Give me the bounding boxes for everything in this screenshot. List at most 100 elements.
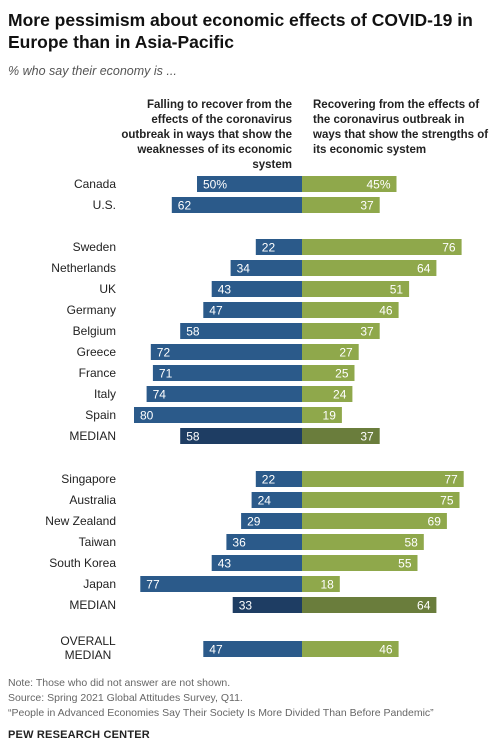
bar-failing-overall-median <box>203 641 302 657</box>
row-label-france: France <box>79 366 117 380</box>
value-failing-italy: 74 <box>153 388 167 402</box>
bar-recovering-germany <box>302 302 399 318</box>
pew-logo-text: PEW RESEARCH CENTER <box>8 729 150 741</box>
bar-failing-uk <box>211 281 302 297</box>
bar-recovering-japan <box>302 576 340 592</box>
value-recovering-new-zealand: 69 <box>428 515 442 529</box>
bar-recovering-u-s <box>302 197 380 213</box>
bar-recovering-singapore <box>302 471 464 487</box>
bar-failing-singapore <box>255 471 302 487</box>
value-failing-median: 58 <box>186 430 200 444</box>
bar-failing-south-korea <box>211 555 302 571</box>
legend-failing: Falling to recover from the effects of t… <box>121 99 292 171</box>
report-title: “People in Advanced Economies Say Their … <box>8 707 434 719</box>
value-failing-south-korea: 43 <box>218 557 232 571</box>
bar-recovering-uk <box>302 281 410 297</box>
value-failing-canada: 50% <box>203 178 227 192</box>
row-label-taiwan: Taiwan <box>79 535 116 549</box>
bar-recovering-netherlands <box>302 260 437 276</box>
value-recovering-median: 64 <box>417 599 431 613</box>
row-label-belgium: Belgium <box>73 324 116 338</box>
chart-title: More pessimism about economic effects of… <box>8 10 473 52</box>
value-recovering-u-s: 37 <box>360 199 374 213</box>
row-label-australia: Australia <box>69 493 116 507</box>
bar-failing-germany <box>203 302 302 318</box>
value-recovering-sweden: 76 <box>442 241 456 255</box>
bar-recovering-spain <box>302 407 342 423</box>
bar-recovering-taiwan <box>302 534 424 550</box>
value-recovering-spain: 19 <box>323 409 337 423</box>
value-recovering-belgium: 37 <box>360 325 374 339</box>
value-recovering-median: 37 <box>360 430 374 444</box>
value-failing-australia: 24 <box>258 494 272 508</box>
value-recovering-australia: 75 <box>440 494 454 508</box>
value-recovering-italy: 24 <box>333 388 347 402</box>
row-label-uk: UK <box>99 282 116 296</box>
row-label-singapore: Singapore <box>61 472 116 486</box>
value-recovering-greece: 27 <box>339 346 353 360</box>
value-failing-netherlands: 34 <box>237 262 251 276</box>
value-recovering-japan: 18 <box>320 578 334 592</box>
value-failing-sweden: 22 <box>262 241 276 255</box>
bar-failing-japan <box>140 576 302 592</box>
bar-recovering-sweden <box>302 239 462 255</box>
row-label-south-korea: South Korea <box>49 556 116 570</box>
value-failing-uk: 43 <box>218 283 232 297</box>
value-failing-overall-median: 47 <box>209 643 223 657</box>
legend-recovering: Recovering from the effects of the coron… <box>313 99 489 156</box>
bar-failing-france <box>152 365 302 381</box>
row-label-germany: Germany <box>67 303 116 317</box>
row-label-median: MEDIAN <box>69 429 116 443</box>
row-label-spain: Spain <box>85 408 116 422</box>
bar-failing-spain <box>134 407 302 423</box>
bar-recovering-italy <box>302 386 353 402</box>
value-recovering-netherlands: 64 <box>417 262 431 276</box>
value-failing-germany: 47 <box>209 304 223 318</box>
row-label-sweden: Sweden <box>73 240 116 254</box>
bar-recovering-france <box>302 365 355 381</box>
bar-failing-median <box>232 597 302 613</box>
value-failing-japan: 77 <box>146 578 160 592</box>
bar-failing-median <box>180 428 302 444</box>
value-recovering-germany: 46 <box>379 304 393 318</box>
row-label-greece: Greece <box>77 345 117 359</box>
bar-failing-new-zealand <box>241 513 302 529</box>
bar-failing-italy <box>146 386 302 402</box>
bar-failing-greece <box>150 344 302 360</box>
bar-recovering-greece <box>302 344 359 360</box>
row-label-new-zealand: New Zealand <box>45 514 116 528</box>
source-text: Source: Spring 2021 Global Attitudes Sur… <box>8 692 243 704</box>
bar-recovering-south-korea <box>302 555 418 571</box>
bar-failing-canada <box>197 176 302 192</box>
row-label-netherlands: Netherlands <box>51 261 116 275</box>
value-failing-france: 71 <box>159 367 173 381</box>
row-label-italy: Italy <box>94 387 116 401</box>
value-recovering-overall-median: 46 <box>379 643 393 657</box>
bar-failing-belgium <box>180 323 302 339</box>
row-label-overall-median-1: MEDIAN <box>65 648 112 662</box>
row-label-japan: Japan <box>83 577 116 591</box>
value-recovering-uk: 51 <box>390 283 404 297</box>
bar-recovering-canada <box>302 176 397 192</box>
bar-recovering-new-zealand <box>302 513 447 529</box>
bar-recovering-australia <box>302 492 460 508</box>
bar-recovering-overall-median <box>302 641 399 657</box>
bar-failing-sweden <box>255 239 302 255</box>
value-failing-singapore: 22 <box>262 473 276 487</box>
value-failing-median: 33 <box>239 599 253 613</box>
value-recovering-france: 25 <box>335 367 349 381</box>
bar-failing-taiwan <box>226 534 302 550</box>
row-label-canada: Canada <box>74 177 116 191</box>
bar-recovering-median <box>302 597 437 613</box>
value-recovering-singapore: 77 <box>444 473 458 487</box>
bar-recovering-median <box>302 428 380 444</box>
value-recovering-canada: 45% <box>366 178 390 192</box>
value-recovering-taiwan: 58 <box>404 536 418 550</box>
value-failing-spain: 80 <box>140 409 154 423</box>
value-failing-taiwan: 36 <box>232 536 246 550</box>
value-failing-new-zealand: 29 <box>247 515 261 529</box>
value-failing-belgium: 58 <box>186 325 200 339</box>
value-recovering-south-korea: 55 <box>398 557 412 571</box>
note-text: Note: Those who did not answer are not s… <box>8 677 231 689</box>
